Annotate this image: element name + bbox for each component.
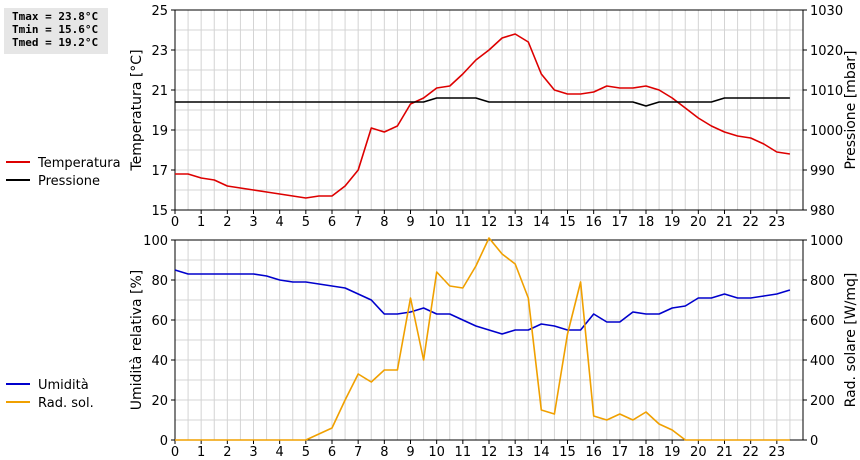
x-tick-label: 20 [690, 445, 707, 460]
tmax-label: Tmax = 23.8°C [12, 10, 99, 23]
y-left-tick-label: 25 [151, 4, 168, 19]
x-tick-label: 1 [197, 215, 205, 230]
x-tick-label: 0 [171, 445, 179, 460]
y-left-tick-label: 15 [151, 204, 168, 219]
x-tick-label: 18 [638, 215, 655, 230]
x-tick-label: 10 [428, 215, 445, 230]
x-tick-label: 10 [428, 445, 445, 460]
y-left-tick-label: 60 [151, 314, 168, 329]
series-line-1-2 [175, 97, 790, 107]
x-tick-label: 9 [406, 445, 414, 460]
y-right-tick-label: 1000 [810, 234, 843, 249]
x-tick-label: 17 [612, 215, 629, 230]
x-tick-label: 5 [302, 445, 310, 460]
tmin-label: Tmin = 15.6°C [12, 23, 99, 36]
x-tick-label: 0 [171, 215, 179, 230]
x-tick-label: 2 [223, 445, 231, 460]
y-left-tick-label: 0 [160, 434, 168, 449]
x-tick-label: 7 [354, 215, 362, 230]
legend-label: Temperatura [37, 156, 121, 171]
x-tick-label: 12 [481, 445, 498, 460]
y-left-tick-label: 40 [151, 354, 168, 369]
series-line-1-1 [175, 33, 791, 199]
x-tick-label: 14 [533, 445, 550, 460]
x-tick-label: 8 [380, 445, 388, 460]
y-right-tick-label: 1010 [810, 84, 843, 99]
x-tick-label: 11 [455, 215, 472, 230]
x-tick-label: 23 [769, 445, 786, 460]
y-right-axis-label: Pressione [mbar] [843, 50, 859, 169]
legend-label: Umidità [38, 378, 89, 393]
x-tick-label: 22 [742, 445, 759, 460]
x-tick-label: 23 [769, 215, 786, 230]
y-right-tick-label: 1030 [810, 4, 843, 19]
y-left-tick-label: 100 [143, 234, 168, 249]
x-tick-label: 9 [406, 215, 414, 230]
legend-label: Pressione [38, 174, 100, 189]
x-tick-label: 20 [690, 215, 707, 230]
y-left-tick-label: 23 [151, 44, 168, 59]
y-right-tick-label: 1020 [810, 44, 843, 59]
x-tick-label: 6 [328, 215, 336, 230]
x-tick-label: 5 [302, 215, 310, 230]
y-right-tick-label: 0 [810, 434, 818, 449]
x-tick-label: 15 [559, 215, 576, 230]
y-right-tick-label: 800 [810, 274, 835, 289]
x-tick-label: 13 [507, 445, 524, 460]
y-right-axis-label: Rad. solare [W/mq] [843, 273, 859, 408]
x-tick-label: 4 [276, 445, 284, 460]
x-tick-label: 15 [559, 445, 576, 460]
x-tick-label: 22 [742, 215, 759, 230]
y-right-tick-label: 200 [810, 394, 835, 409]
x-tick-label: 12 [481, 215, 498, 230]
x-tick-label: 3 [249, 215, 257, 230]
tmed-label: Tmed = 19.2°C [12, 36, 99, 49]
x-tick-label: 19 [664, 215, 681, 230]
series-line-2-2 [175, 237, 790, 441]
y-right-tick-label: 1000 [810, 124, 843, 139]
x-tick-label: 21 [716, 445, 733, 460]
y-right-tick-label: 600 [810, 314, 835, 329]
x-tick-label: 16 [585, 215, 602, 230]
x-tick-label: 14 [533, 215, 550, 230]
x-tick-label: 7 [354, 445, 362, 460]
x-tick-label: 2 [223, 215, 231, 230]
y-right-tick-label: 400 [810, 354, 835, 369]
x-tick-label: 1 [197, 445, 205, 460]
y-left-tick-label: 80 [151, 274, 168, 289]
x-tick-label: 16 [585, 445, 602, 460]
x-tick-label: 4 [276, 215, 284, 230]
x-tick-label: 6 [328, 445, 336, 460]
x-tick-label: 17 [612, 445, 629, 460]
x-tick-label: 21 [716, 215, 733, 230]
y-left-axis-label: Temperatura [°C] [129, 49, 145, 171]
y-right-tick-label: 980 [810, 204, 835, 219]
y-left-tick-label: 17 [151, 164, 168, 179]
y-right-tick-label: 990 [810, 164, 835, 179]
x-tick-label: 19 [664, 445, 681, 460]
y-left-axis-label: Umidità relativa [%] [129, 270, 145, 411]
x-tick-label: 13 [507, 215, 524, 230]
x-tick-label: 11 [455, 445, 472, 460]
x-tick-label: 3 [249, 445, 257, 460]
y-left-tick-label: 21 [151, 84, 168, 99]
x-tick-label: 18 [638, 445, 655, 460]
y-left-tick-label: 20 [151, 394, 168, 409]
series-line-2-1 [174, 269, 791, 335]
y-left-tick-label: 19 [151, 124, 168, 139]
stats-box: Tmax = 23.8°C Tmin = 15.6°C Tmed = 19.2°… [4, 8, 108, 54]
legend-label: Rad. sol. [38, 396, 94, 411]
x-tick-label: 8 [380, 215, 388, 230]
